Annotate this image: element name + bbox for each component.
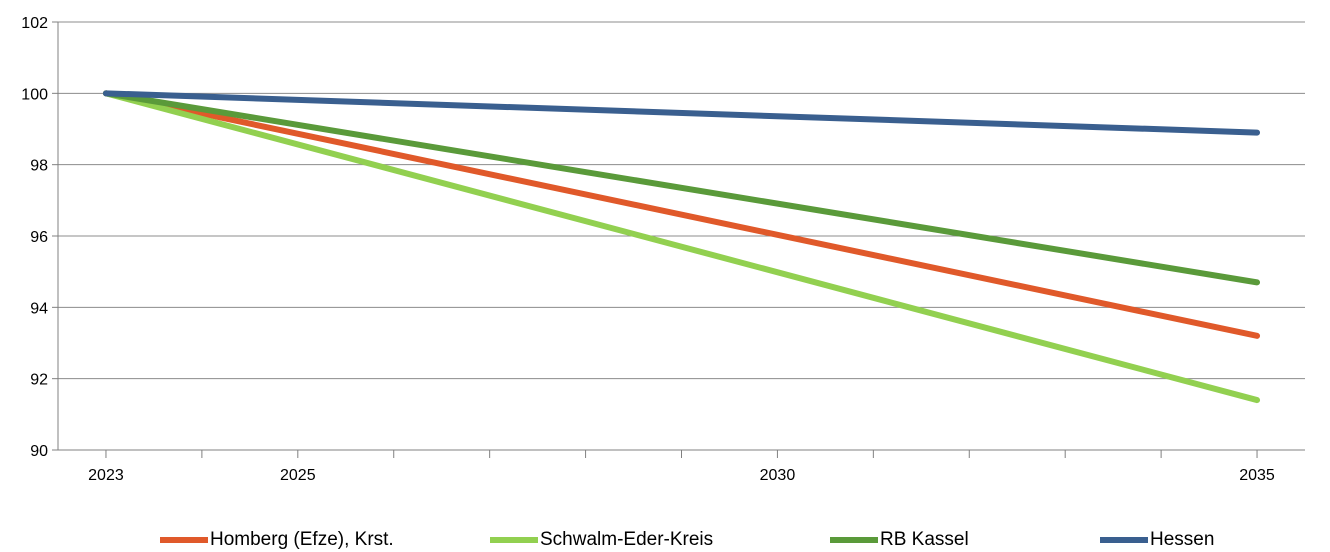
legend-item: Homberg (Efze), Krst. [160,528,394,552]
y-tick-label: 96 [30,229,48,246]
x-tick-label: 2035 [1239,467,1275,484]
legend-swatch [830,537,878,543]
legend-label: Hessen [1150,529,1215,550]
legend: Homberg (Efze), Krst. Schwalm-Eder-Kreis R… [0,528,1330,552]
legend-item: Hessen [1100,528,1214,552]
legend-swatch [490,537,538,543]
y-tick-label: 98 [30,158,48,175]
legend-swatch [1100,537,1148,543]
y-tick-label: 90 [30,443,48,460]
legend-item: Schwalm-Eder-Kreis [490,528,713,552]
y-tick-label: 92 [30,372,48,389]
plot-area: 90 92 94 96 98 100 102 2023 2025 2030 2035 [21,15,1305,484]
legend-label: Schwalm-Eder-Kreis [540,529,714,550]
series-line-4 [102,90,1261,136]
legend-label: RB Kassel [880,529,969,550]
y-tick-label: 100 [21,86,48,103]
y-tick-label: 102 [21,15,48,32]
x-tick-label: 2023 [88,467,124,484]
y-tick-label: 94 [30,300,48,317]
series-line-3 [102,90,1261,286]
x-tick-label: 2025 [280,467,316,484]
legend-item: RB Kassel [830,528,969,552]
series-line-1 [102,90,1261,339]
series-line-2 [102,90,1261,404]
legend-label: Homberg (Efze), Krst. [210,529,394,550]
x-tick-label: 2030 [760,467,796,484]
legend-swatch [160,537,208,543]
